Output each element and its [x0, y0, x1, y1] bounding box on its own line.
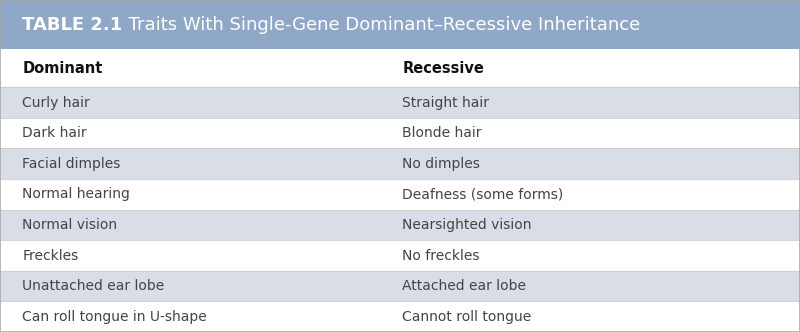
- Bar: [0, 271, 800, 301]
- Bar: [0, 49, 800, 87]
- Text: Traits With Single-Gene Dominant–Recessive Inheritance: Traits With Single-Gene Dominant–Recessi…: [117, 16, 640, 34]
- Bar: [0, 240, 800, 271]
- Text: Cannot roll tongue: Cannot roll tongue: [402, 310, 532, 324]
- Bar: [0, 0, 800, 49]
- Text: Dark hair: Dark hair: [22, 126, 87, 140]
- Text: Unattached ear lobe: Unattached ear lobe: [22, 279, 165, 293]
- Text: Recessive: Recessive: [402, 61, 484, 76]
- Text: Facial dimples: Facial dimples: [22, 157, 121, 171]
- Text: Straight hair: Straight hair: [402, 96, 490, 110]
- Bar: [0, 210, 800, 240]
- Bar: [0, 301, 800, 332]
- Text: Dominant: Dominant: [22, 61, 102, 76]
- Text: No dimples: No dimples: [402, 157, 480, 171]
- Text: Freckles: Freckles: [22, 249, 78, 263]
- Text: Normal hearing: Normal hearing: [22, 187, 130, 202]
- Text: Attached ear lobe: Attached ear lobe: [402, 279, 526, 293]
- Text: Nearsighted vision: Nearsighted vision: [402, 218, 532, 232]
- Text: No freckles: No freckles: [402, 249, 480, 263]
- Bar: [0, 148, 800, 179]
- Bar: [0, 118, 800, 148]
- Text: Curly hair: Curly hair: [22, 96, 90, 110]
- Text: Blonde hair: Blonde hair: [402, 126, 482, 140]
- Text: Normal vision: Normal vision: [22, 218, 118, 232]
- Text: TABLE 2.1: TABLE 2.1: [22, 16, 122, 34]
- Text: Can roll tongue in U-shape: Can roll tongue in U-shape: [22, 310, 207, 324]
- Text: Deafness (some forms): Deafness (some forms): [402, 187, 564, 202]
- Bar: [0, 87, 800, 118]
- Bar: [0, 179, 800, 210]
